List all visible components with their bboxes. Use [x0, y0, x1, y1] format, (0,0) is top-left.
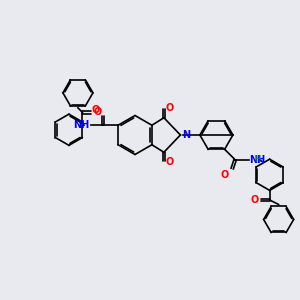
Text: O: O: [91, 105, 100, 115]
Text: NH: NH: [249, 155, 266, 165]
Text: O: O: [165, 157, 174, 167]
Text: NH: NH: [73, 120, 89, 130]
Text: O: O: [220, 170, 229, 180]
Text: N: N: [182, 130, 190, 140]
Text: O: O: [94, 107, 102, 117]
Text: O: O: [165, 103, 174, 113]
Text: H: H: [254, 155, 260, 164]
Text: O: O: [250, 195, 259, 205]
